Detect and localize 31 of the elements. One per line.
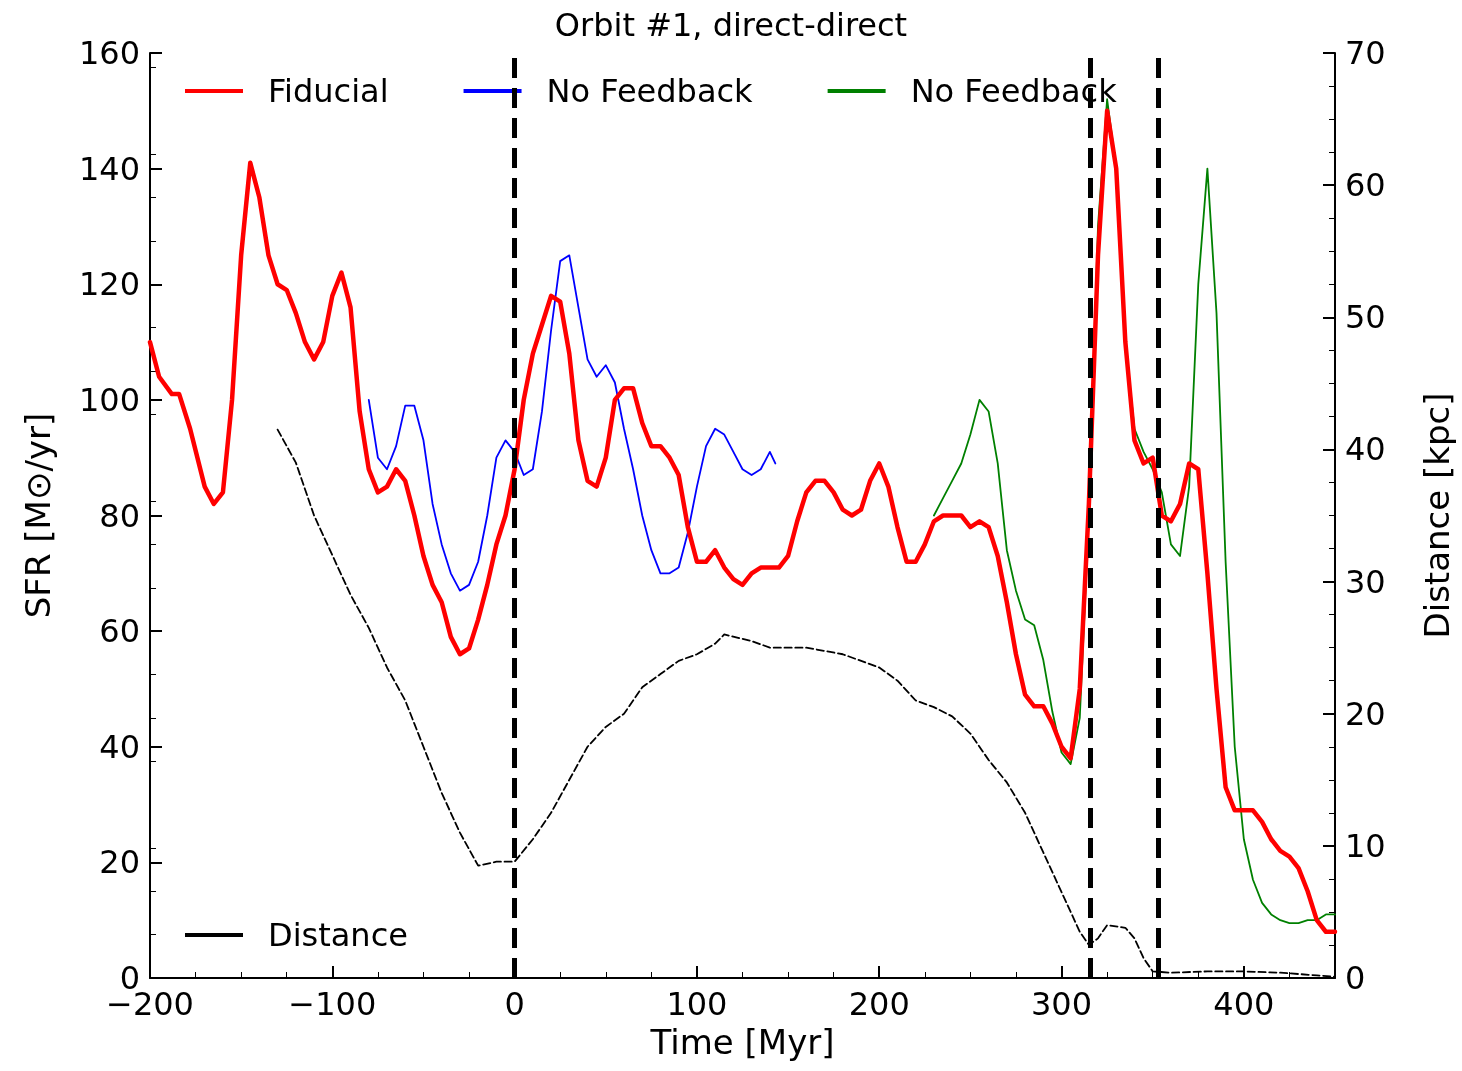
legend-label: No Feedback [546,72,754,110]
x-tick-label: 100 [666,985,728,1023]
x-tick-label: 300 [1031,985,1093,1023]
x-tick-label: 200 [848,985,910,1023]
legend-label: No Feedback [910,72,1118,110]
y2-tick-label: 40 [1345,430,1386,469]
y2-tick-label: 60 [1345,166,1386,205]
y2-tick-label: 50 [1345,298,1386,337]
y-tick-label: 120 [78,265,140,304]
y2-tick-label: 0 [1345,959,1366,997]
y-tick-label: 60 [99,612,140,651]
chart-title: Orbit #1, direct-direct [554,6,908,44]
y2-tick-label: 20 [1345,694,1386,733]
x-tick-label: 400 [1213,985,1275,1023]
legend-label: Fiducial [268,72,389,110]
y-axis-title: SFR [M⊙/yr] [18,412,58,619]
y-tick-label: 40 [99,727,140,766]
x-axis-title: Time [Myr] [649,1021,835,1062]
y-tick-label: 140 [78,149,140,188]
y2-tick-label: 70 [1345,34,1386,72]
y2-axis-title: Distance [kpc] [1417,392,1457,639]
y-tick-label: 160 [78,34,140,72]
y-tick-label: 100 [78,380,140,419]
y-tick-label: 80 [99,496,140,535]
x-tick-label: 0 [504,985,525,1023]
y2-tick-label: 10 [1345,826,1386,865]
y2-tick-label: 30 [1345,562,1386,601]
y-tick-label: 20 [99,843,140,882]
x-tick-label: −100 [288,985,377,1023]
legend-label: Distance [268,916,408,954]
line-series [367,254,777,592]
